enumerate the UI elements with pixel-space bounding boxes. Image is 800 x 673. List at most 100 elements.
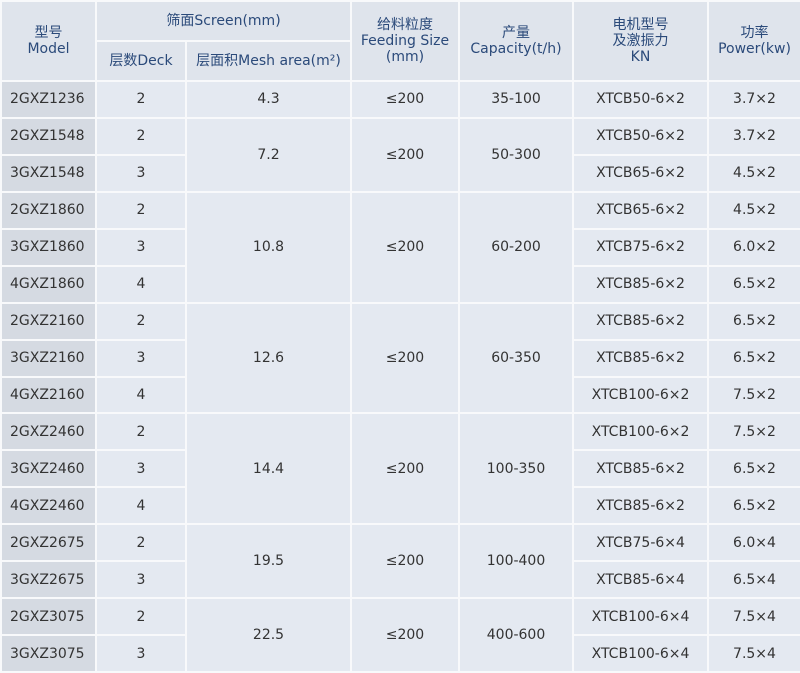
power: 6.0×2	[707, 227, 800, 267]
mesh-area: 12.6	[185, 301, 352, 415]
header-text: 给料粒度	[377, 17, 433, 33]
header-cell: 型号 Model	[0, 0, 97, 82]
header-cell: 功率 Power(kw)	[707, 0, 800, 82]
table-row: 4GXZ2460 4 XTCB85-6×2 6.5×2	[0, 486, 800, 526]
table-row: 2GXZ2460 2 14.4 ≤200 100-350 XTCB100-6×2 7.5×2	[0, 412, 800, 526]
motor: XTCB85-6×2	[572, 338, 709, 378]
header-cell: 筛面Screen(mm)	[95, 0, 352, 42]
model: 3GXZ2460	[0, 449, 97, 489]
motor: XTCB100-6×4	[572, 597, 709, 637]
table-row: 4GXZ1860 4 XTCB85-6×2 6.5×2	[0, 264, 800, 304]
feeding-size: ≤200	[350, 597, 460, 673]
header-text: 产量	[502, 25, 530, 41]
header-cell: 产量 Capacity(t/h)	[458, 0, 574, 82]
table-row: 2GXZ2675 2 19.5 ≤200 100-400 XTCB75-6×4 6.0×4	[0, 523, 800, 600]
motor: XTCB65-6×2	[572, 190, 709, 230]
motor: XTCB65-6×2	[572, 153, 709, 193]
deck: 4	[95, 486, 187, 526]
feeding-size: ≤200	[350, 116, 460, 193]
table-row: 3GXZ3075 3 XTCB100-6×4 7.5×4	[0, 634, 800, 673]
mesh-area: 14.4	[185, 412, 352, 526]
table-row: 2GXZ2160 2 12.6 ≤200 60-350 XTCB85-6×2 6.5×2	[0, 301, 800, 415]
motor: XTCB85-6×2	[572, 264, 709, 304]
header-row: 型号 Model 筛面Screen(mm) 给料粒度 Feeding Size (mm) 产…	[0, 0, 800, 82]
capacity: 100-400	[458, 523, 574, 600]
model: 2GXZ1860	[0, 190, 97, 230]
header-text: 型号	[34, 25, 63, 41]
table-row: 3GXZ2460 3 XTCB85-6×2 6.5×2	[0, 449, 800, 489]
motor: XTCB75-6×4	[572, 523, 709, 563]
feeding-size: ≤200	[350, 80, 460, 119]
motor: XTCB85-6×2	[572, 449, 709, 489]
capacity: 60-200	[458, 190, 574, 304]
deck: 2	[95, 116, 187, 156]
header-text: 电机型号	[612, 17, 669, 33]
deck: 2	[95, 597, 187, 637]
power: 6.0×4	[707, 523, 800, 563]
power: 7.5×4	[707, 597, 800, 637]
motor: XTCB100-6×2	[572, 412, 709, 452]
power: 6.5×2	[707, 338, 800, 378]
table-row: 3GXZ2675 3 XTCB85-6×4 6.5×4	[0, 560, 800, 600]
table-row: 4GXZ2160 4 XTCB100-6×2 7.5×2	[0, 375, 800, 415]
motor: XTCB100-6×4	[572, 634, 709, 673]
power: 6.5×2	[707, 486, 800, 526]
power: 3.7×2	[707, 116, 800, 156]
feeding-size: ≤200	[350, 523, 460, 600]
table-body: 2GXZ1236 2 4.3 ≤200 35-100 XTCB50-6×2 3.7×2 2GX…	[0, 80, 800, 673]
feeding-size: ≤200	[350, 301, 460, 415]
model: 2GXZ2460	[0, 412, 97, 452]
mesh-area: 10.8	[185, 190, 352, 304]
power: 6.5×2	[707, 301, 800, 341]
mesh-area: 19.5	[185, 523, 352, 600]
power: 7.5×4	[707, 634, 800, 673]
deck: 4	[95, 264, 187, 304]
deck: 3	[95, 560, 187, 600]
header-text: Model	[27, 41, 70, 57]
model: 3GXZ3075	[0, 634, 97, 673]
header-row: 层数Deck 层面积Mesh area(m²)	[1, 40, 800, 82]
header-cell: 层面积Mesh area(m²)	[185, 40, 352, 82]
table-row: 3GXZ1548 3 XTCB65-6×2 4.5×2	[0, 153, 800, 193]
motor: XTCB75-6×2	[572, 227, 709, 267]
feeding-size: ≤200	[350, 190, 460, 304]
header-text: Power(kw)	[718, 41, 791, 57]
mesh-area: 7.2	[185, 116, 352, 193]
deck: 2	[95, 412, 187, 452]
capacity: 60-350	[458, 301, 574, 415]
header-text: Capacity(t/h)	[470, 41, 562, 57]
model: 2GXZ1236	[0, 80, 97, 119]
header-cell: 电机型号 及激振力 KN	[572, 0, 709, 82]
header-text: (mm)	[385, 49, 425, 65]
table-row: 2GXZ1236 2 4.3 ≤200 35-100 XTCB50-6×2 3.7×2	[0, 80, 800, 119]
model: 3GXZ1860	[0, 227, 97, 267]
model: 3GXZ1548	[0, 153, 97, 193]
deck: 2	[95, 301, 187, 341]
deck: 3	[95, 153, 187, 193]
deck: 3	[95, 449, 187, 489]
header-cell: 层数Deck	[95, 40, 187, 82]
capacity: 50-300	[458, 116, 574, 193]
model: 3GXZ2675	[0, 560, 97, 600]
power: 7.5×2	[707, 375, 800, 415]
deck: 4	[95, 375, 187, 415]
table-header: 型号 Model 筛面Screen(mm) 给料粒度 Feeding Size (mm) 产…	[0, 0, 800, 82]
capacity: 100-350	[458, 412, 574, 526]
header-text: Feeding Size	[360, 33, 450, 49]
motor: XTCB50-6×2	[572, 80, 709, 119]
deck: 2	[95, 523, 187, 563]
power: 4.5×2	[707, 153, 800, 193]
header-text: 功率	[740, 25, 769, 41]
model: 2GXZ3075	[0, 597, 97, 637]
table-row: 3GXZ2160 3 XTCB85-6×2 6.5×2	[0, 338, 800, 378]
header-cell: 给料粒度 Feeding Size (mm)	[350, 0, 460, 82]
model: 4GXZ1860	[0, 264, 97, 304]
table-row: 3GXZ1860 3 XTCB75-6×2 6.0×2	[0, 227, 800, 267]
motor: XTCB100-6×2	[572, 375, 709, 415]
model: 2GXZ2160	[0, 301, 97, 341]
mesh-area: 4.3	[185, 80, 352, 119]
feeding-size: ≤200	[350, 412, 460, 526]
table-row: 2GXZ3075 2 22.5 ≤200 400-600 XTCB100-6×4 7.5×4	[0, 597, 800, 673]
motor: XTCB85-6×2	[572, 301, 709, 341]
